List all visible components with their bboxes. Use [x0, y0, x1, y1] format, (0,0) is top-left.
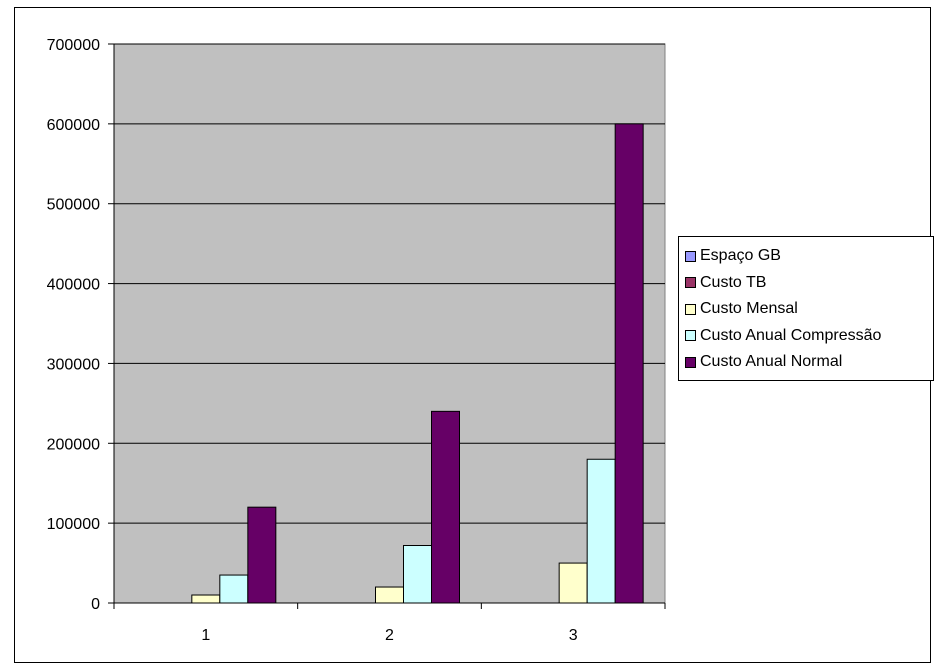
x-tick-label: 3 [569, 627, 578, 644]
legend-swatch [685, 356, 696, 368]
legend-item: Custo Mensal [679, 296, 933, 323]
x-tick-label: 2 [385, 627, 394, 644]
bar [403, 545, 432, 604]
x-tick-labels: 1 2 3 [201, 627, 577, 644]
bar [614, 123, 644, 604]
plot-area [113, 43, 666, 604]
legend-swatch [685, 277, 696, 289]
bar [219, 574, 249, 604]
bar [431, 410, 460, 604]
legend-item: Custo Anual Normal [679, 349, 933, 376]
y-tick-labels: 0 100000 200000 300000 400000 500000 600000 700… [47, 37, 100, 613]
x-tick-label: 1 [201, 627, 210, 644]
legend-item: Custo TB [679, 270, 933, 297]
bar [247, 506, 277, 604]
axes [108, 43, 666, 609]
bars [191, 123, 644, 604]
y-tick-label: 100000 [47, 516, 100, 533]
y-tick-label: 600000 [47, 117, 100, 134]
legend: Espaço GB Custo TB Custo Mensal Custo An… [678, 236, 934, 381]
bar [586, 458, 616, 604]
y-tick-label: 700000 [47, 37, 100, 54]
y-tick-label: 400000 [47, 277, 100, 294]
legend-item: Custo Anual Compressão [679, 323, 933, 350]
legend-swatch [685, 303, 696, 315]
legend-label: Custo Anual Normal [700, 353, 843, 371]
legend-item: Espaço GB [679, 243, 933, 270]
legend-label: Custo TB [700, 273, 767, 291]
y-tick-label: 200000 [47, 436, 100, 453]
legend-label: Custo Anual Compressão [700, 326, 882, 344]
gridlines [114, 43, 665, 524]
legend-label: Espaço GB [700, 247, 781, 265]
legend-swatch [685, 250, 696, 262]
y-tick-label: 0 [91, 596, 100, 613]
bar [375, 586, 404, 604]
legend-label: Custo Mensal [700, 300, 798, 318]
legend-swatch [685, 330, 696, 342]
bar [558, 562, 588, 604]
bar [191, 594, 221, 604]
y-tick-label: 300000 [47, 356, 100, 373]
y-tick-label: 500000 [47, 197, 100, 214]
